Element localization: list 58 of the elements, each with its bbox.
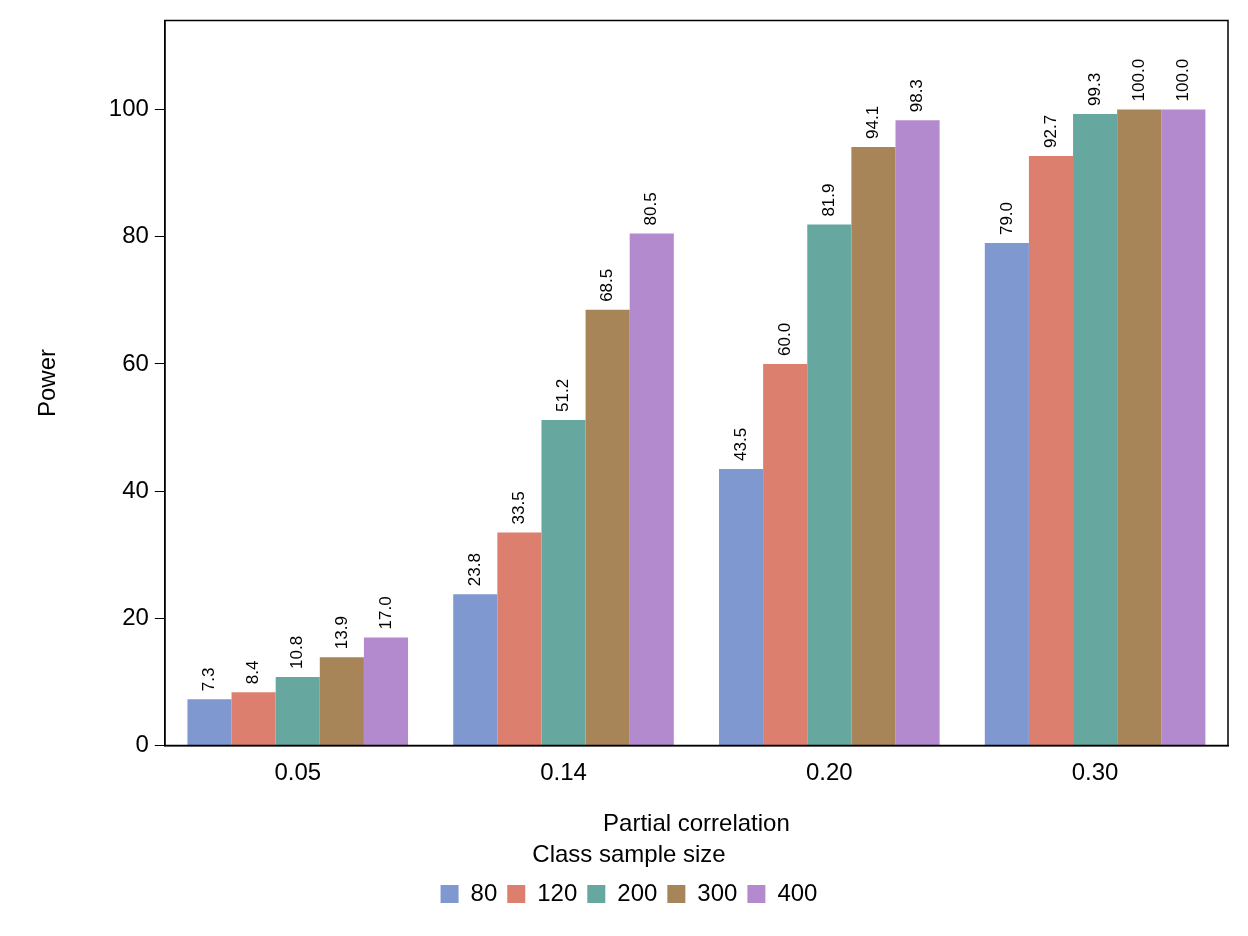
data-label: 51.2 [553,378,573,412]
y-tick-label: 20 [122,603,149,630]
data-label: 94.1 [863,105,883,139]
bar [629,233,674,746]
bar [1073,113,1118,746]
data-label: 80.5 [641,192,661,226]
bar [984,243,1029,746]
data-label: 79.0 [996,201,1016,236]
x-tick-label: 0.05 [274,757,322,785]
x-tick-label: 0.14 [540,757,587,785]
data-label: 7.3 [199,667,219,692]
bar [453,594,498,746]
x-tick-label: 0.20 [805,757,853,785]
data-label: 8.4 [243,660,263,685]
bar [231,692,276,746]
bar [319,657,364,746]
legend-label: 80 [470,878,498,906]
bar [807,224,852,746]
y-tick-label: 60 [122,348,149,376]
y-tick-label: 80 [122,221,149,249]
data-label: 68.5 [597,268,617,302]
data-label: 10.8 [287,635,307,669]
data-label: 100.0 [1128,58,1148,102]
bar [275,676,320,746]
data-label: 60.0 [774,322,794,356]
data-label: 23.8 [464,553,484,587]
bar [1117,109,1162,746]
x-axis-title: Partial correlation [603,809,790,837]
legend-label: 200 [617,878,658,906]
bar [497,532,542,746]
bar [1161,109,1206,746]
y-tick-label: 0 [135,730,149,758]
bar [541,419,586,746]
bar [895,120,940,746]
data-label: 17.0 [375,596,395,630]
legend-label: 120 [537,878,578,906]
bar [719,468,764,746]
x-tick-label: 0.30 [1071,757,1119,785]
data-label: 99.3 [1084,72,1104,106]
y-tick-label: 100 [108,94,149,122]
bar [187,699,232,746]
bar [363,637,409,746]
bar [1028,155,1074,746]
bar [851,146,896,746]
data-label: 100.0 [1173,58,1193,102]
legend-label: 300 [697,878,738,906]
legend-title: Class sample size [532,839,726,867]
legend-label: 400 [777,878,818,906]
data-label: 92.7 [1040,114,1060,148]
bar [585,309,630,746]
bar [763,363,808,746]
y-axis-title: Power [33,348,61,418]
data-label: 43.5 [730,427,750,461]
data-label: 13.9 [331,616,351,650]
data-label: 98.3 [907,79,927,113]
data-label: 33.5 [509,491,529,525]
y-tick-label: 40 [122,475,149,503]
data-label: 81.9 [819,183,838,217]
